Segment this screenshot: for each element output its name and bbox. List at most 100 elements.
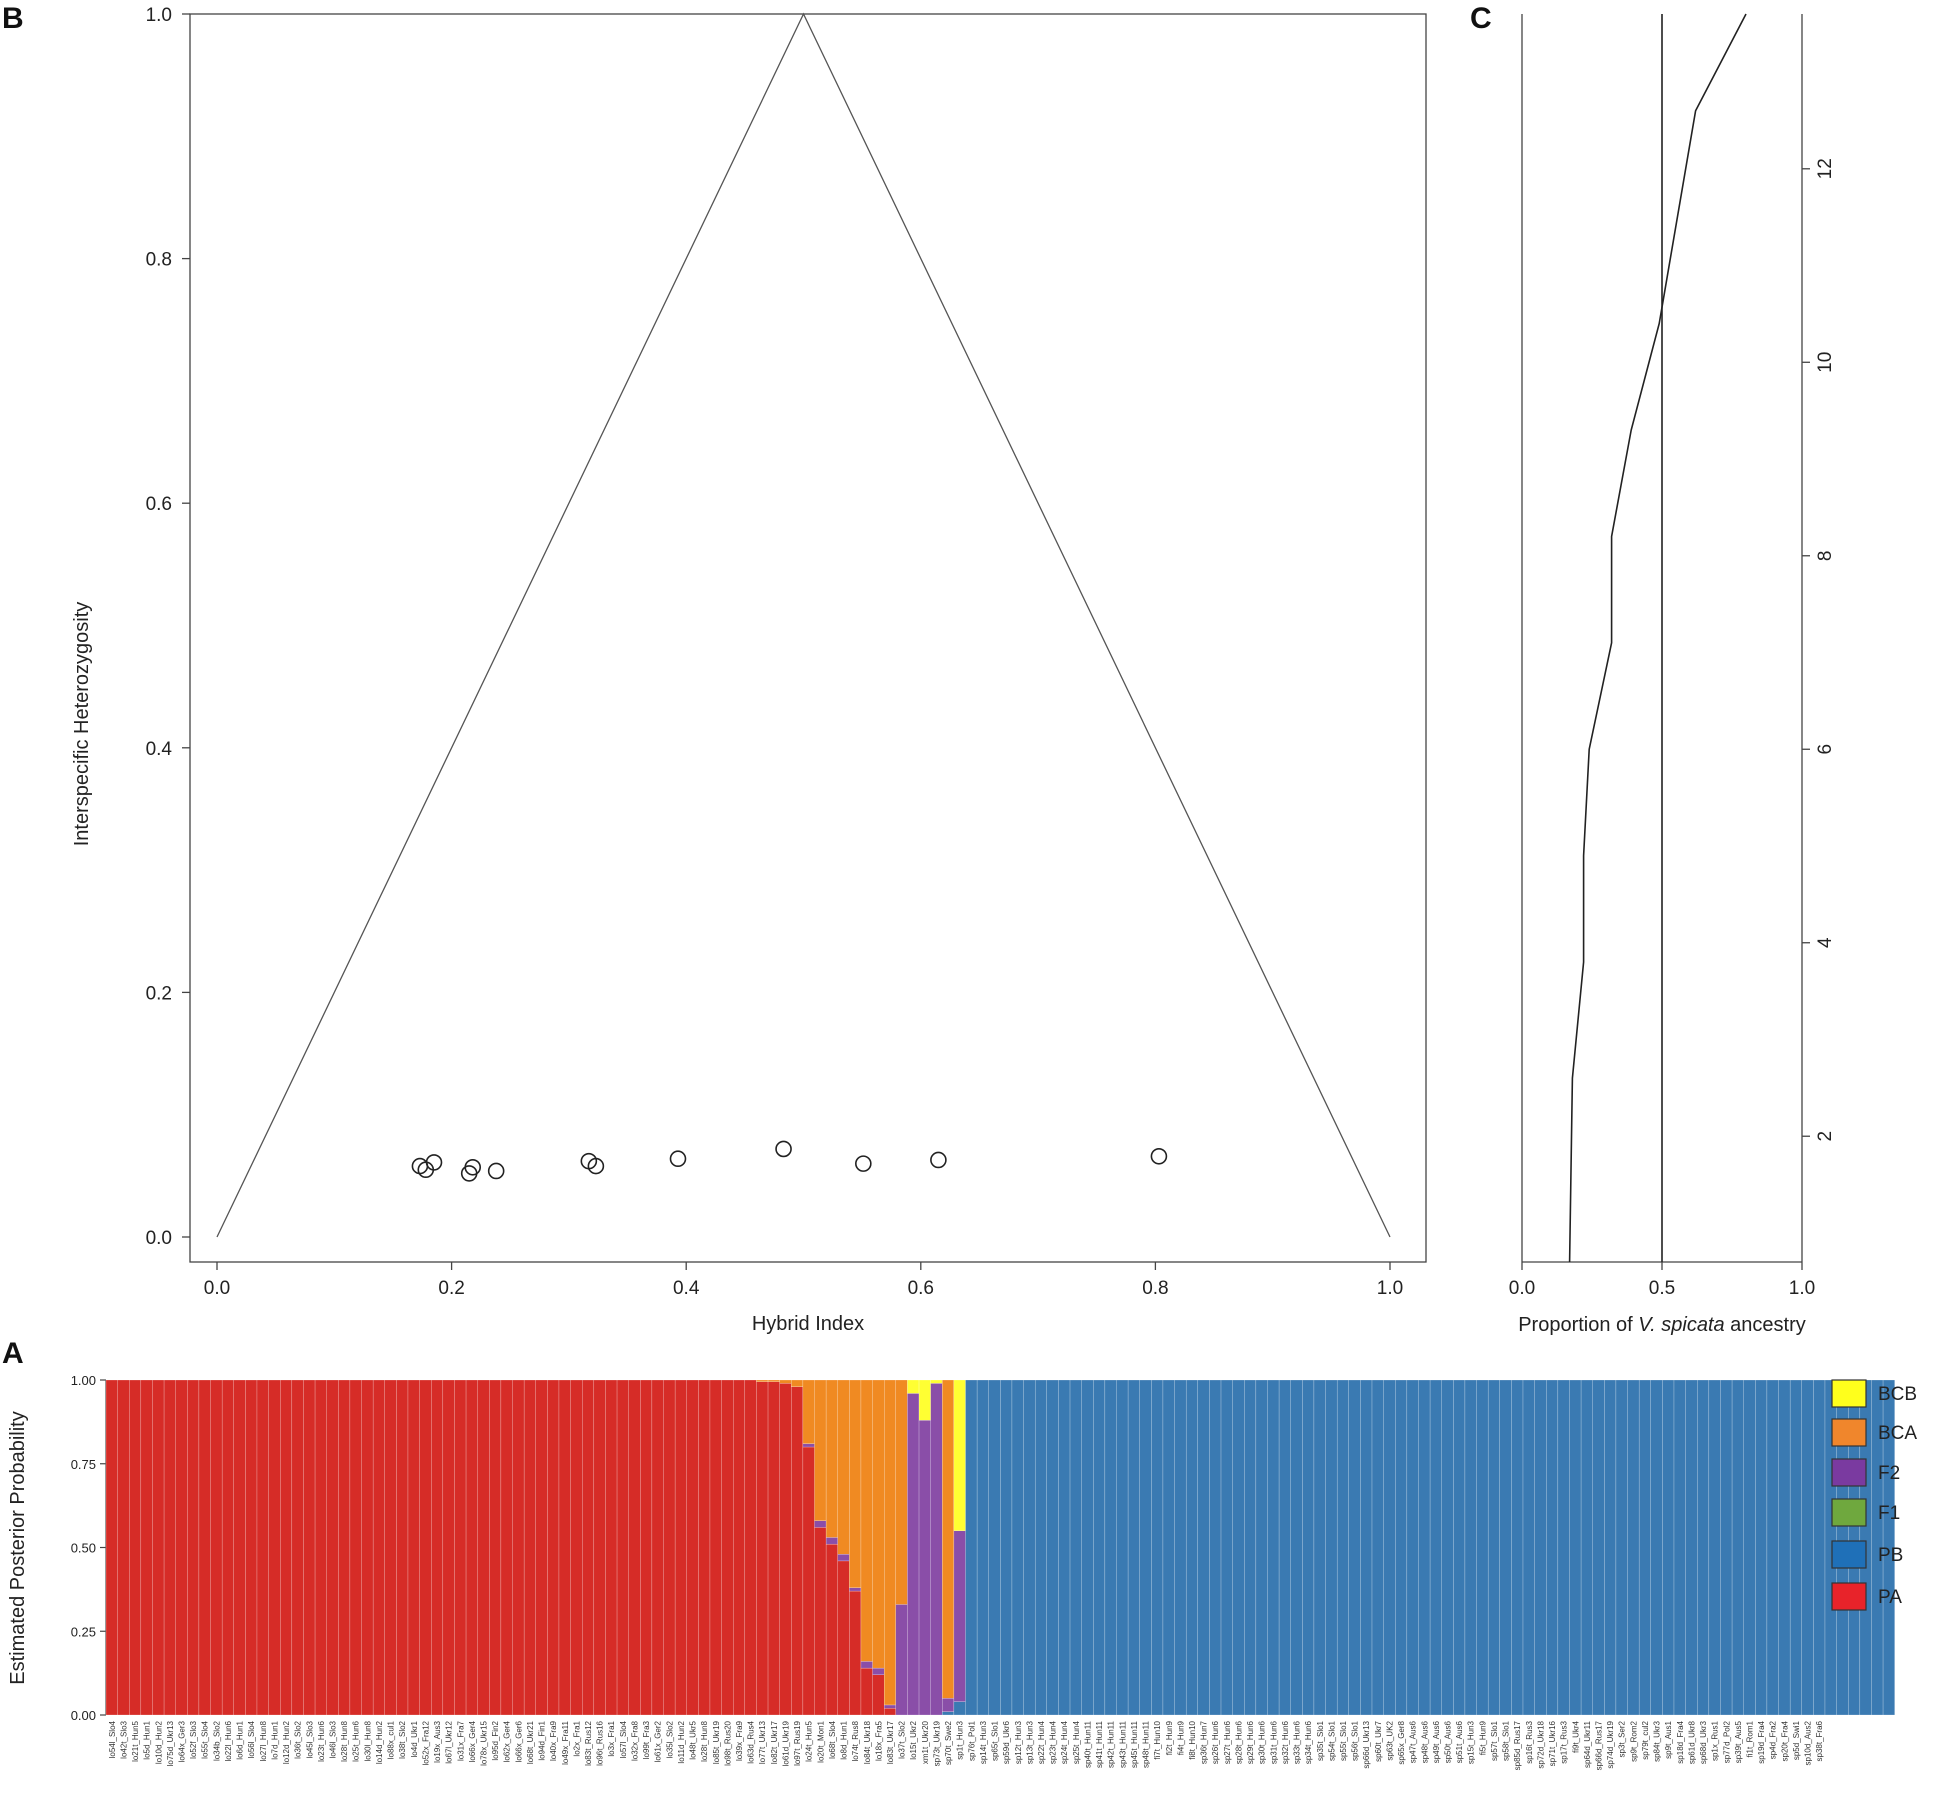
panel-b-triangle	[216, 12, 1391, 1238]
panel-b-letter: B	[2, 2, 24, 35]
bar-segment-pb	[1464, 1379, 1477, 1716]
bar-segment-pa	[709, 1379, 722, 1716]
panel-c-ancestry-plot: C 0.0 0.5 1.0 2 4 6 8 10 12 Proportion of V. spi…	[1470, 2, 1836, 1336]
bar-segment-bcb	[918, 1379, 931, 1421]
bar-segment-pa	[640, 1379, 653, 1716]
sample-label: sp59d_Ukr6	[1002, 1720, 1011, 1764]
sample-label: sp54t_Slo1	[1327, 1720, 1336, 1761]
sample-label: lo95d_Fin2	[491, 1720, 500, 1760]
sample-label: sp28t_Hun6	[1234, 1720, 1243, 1764]
sample-label: sp76t_Pol1	[967, 1720, 976, 1761]
sample-label: lo67l_Ukr12	[445, 1720, 454, 1763]
bar-segment-bca	[791, 1379, 804, 1387]
bar-segment-bca	[872, 1379, 885, 1669]
sample-label: lo28t_Hun8	[340, 1720, 349, 1761]
bar-segment-pa	[280, 1379, 293, 1716]
bar-segment-pa	[628, 1379, 641, 1716]
sample-label: sp1t_Hun3	[956, 1720, 965, 1759]
bar-segment-bca	[883, 1379, 897, 1706]
bar-segment-pa	[593, 1379, 606, 1716]
sample-label: lo30l_Hun8	[363, 1720, 372, 1761]
bar-segment-pb	[1766, 1379, 1779, 1716]
bar-segment-pa	[651, 1379, 664, 1716]
sample-label: lo64x_Ger3	[177, 1720, 186, 1762]
panel-b-data-point	[855, 1155, 872, 1172]
bar-segment-pa	[883, 1708, 897, 1716]
sample-label: sp63t_UK2	[1385, 1720, 1394, 1760]
panel-c-y-tick-label: 4	[1815, 937, 1836, 948]
sample-label: lo40x_Fra9	[549, 1720, 558, 1761]
legend-swatch	[1831, 1582, 1867, 1611]
sample-label: sp84t_Ukr3	[1653, 1720, 1662, 1761]
panel-c-x-axis-title: Proportion of V. spicata ancestry	[1518, 1314, 1806, 1336]
sample-label: lo68t_Ukr21	[526, 1720, 535, 1764]
bar-segment-pb	[1801, 1379, 1814, 1716]
panel-a-stacked-bar-chart: A Estimated Posterior Probability 0.000.…	[2, 1337, 1917, 1770]
bar-segment-f2	[860, 1661, 873, 1669]
sample-label: lo78x_Ukr15	[479, 1720, 488, 1765]
legend-label: PA	[1878, 1587, 1902, 1608]
panel-b-data-point	[775, 1140, 792, 1158]
bar-segment-pa	[802, 1446, 815, 1716]
panel-a-y-tick-label: 0.75	[71, 1457, 96, 1472]
bar-segment-pa	[198, 1379, 211, 1716]
sample-label: lo49x_Fra11	[561, 1720, 570, 1764]
bar-segment-pb	[1743, 1379, 1756, 1716]
bar-segment-f2	[883, 1704, 897, 1709]
bar-segment-pa	[605, 1379, 618, 1716]
bar-segment-pb	[1429, 1379, 1442, 1716]
sample-label: sp51t_Aus6	[1455, 1720, 1464, 1763]
sample-label: lo57l_Slo4	[619, 1720, 628, 1758]
bar-segment-pb	[1278, 1379, 1291, 1716]
panel-a-y-tick-label: 0.00	[71, 1708, 96, 1723]
sample-label: sp25t_Hun4	[1072, 1720, 1081, 1764]
sample-label: sp19d_Fra4	[1757, 1720, 1766, 1763]
sample-label: sp77d_Pol2	[1722, 1720, 1731, 1763]
sample-label: fi9t_Ukr4	[1571, 1720, 1580, 1753]
panel-b-hybrid-index-plot: B 0.0 0.2 0.4 0.6 0.8 1.0 0.0 0.2 0.4 0.6 0.8 1.0 H…	[2, 2, 1427, 1335]
bar-segment-pa	[582, 1379, 595, 1716]
panel-b-data-point	[464, 1158, 482, 1176]
sample-label: sp64d_Ukr11	[1583, 1720, 1592, 1768]
bar-segment-pb	[1499, 1379, 1512, 1716]
bar-segment-f2	[837, 1553, 850, 1562]
bar-segment-bca	[767, 1379, 780, 1382]
sample-label: sp17t_Rus3	[1560, 1720, 1569, 1763]
sample-label: sp5d_Swi1	[1792, 1720, 1801, 1760]
sample-label: sp26t_Hun6	[1211, 1720, 1220, 1764]
sample-label: sp31t_Hun6	[1269, 1720, 1278, 1764]
bar-segment-pa	[465, 1379, 478, 1716]
sample-label: lo15t_Ukr2	[909, 1720, 918, 1759]
sample-label: lo7d_Hun1	[270, 1720, 279, 1759]
bar-segment-pa	[338, 1379, 351, 1716]
bar-segment-pb	[1209, 1379, 1222, 1716]
bar-segment-pa	[872, 1674, 885, 1716]
sample-label: sp72d_Ukr18	[1536, 1720, 1545, 1768]
bar-segment-pa	[268, 1379, 281, 1716]
sample-label: lo19x_Aus3	[433, 1720, 442, 1762]
panel-b-data-point	[1150, 1147, 1168, 1165]
sample-label: sp45t_Hun11	[1130, 1720, 1139, 1768]
sample-label: lo52f_Slo3	[189, 1720, 198, 1758]
bar-segment-pb	[1592, 1379, 1605, 1716]
sample-label: sp79t_cul2	[1641, 1720, 1650, 1759]
sample-label: fi8t_Hun10	[1188, 1720, 1197, 1759]
panel-b-x-axis-title: Hybrid Index	[752, 1313, 864, 1335]
sample-label: sp74d_Ukr19	[1606, 1720, 1615, 1768]
bar-segment-pb	[1081, 1379, 1094, 1716]
panel-c-x-tick-label: 0.0	[1509, 1278, 1535, 1299]
panel-b-y-tick-label: 0.6	[146, 494, 172, 515]
bar-segment-pa	[616, 1379, 629, 1716]
sample-label: sp35t_Slo1	[1316, 1720, 1325, 1761]
sample-label: sp14t_Hun3	[979, 1720, 988, 1764]
sample-label: lo21t_Hun5	[131, 1720, 140, 1761]
legend-item-pa: PA	[1831, 1582, 1902, 1611]
sample-label: lo28t_Hun8	[700, 1720, 709, 1761]
bar-segment-pb	[1685, 1379, 1698, 1716]
sample-label: lo54l_Slo4	[108, 1720, 117, 1758]
panel-b-x-tick-label: 0.6	[908, 1278, 934, 1299]
bar-segment-pa	[512, 1379, 525, 1716]
sample-label: lo83t_Ukr17	[886, 1720, 895, 1764]
bar-segment-pb	[1093, 1379, 1106, 1716]
sample-label: lo94d_Fin1	[538, 1720, 547, 1760]
